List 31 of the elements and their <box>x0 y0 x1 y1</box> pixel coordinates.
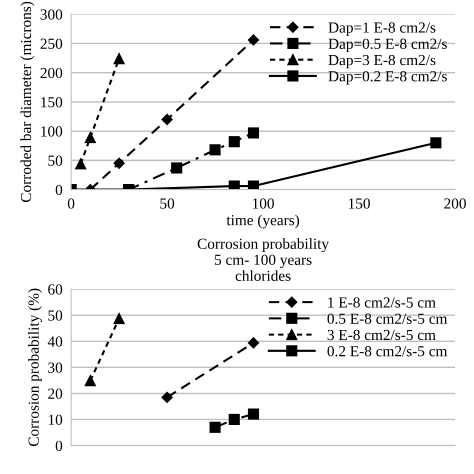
y-tick-label: 20 <box>48 388 62 399</box>
chart-title: Corrosion probability 5 cm- 100 years chlorides <box>198 238 329 281</box>
y-tick-label: 250 <box>40 38 62 49</box>
y-tick-label: 100 <box>41 126 62 137</box>
y-tick-label: 0 <box>56 184 62 196</box>
y-tick-label: 50 <box>48 310 62 321</box>
x-axis-title: time (years) <box>226 214 300 228</box>
x-tick-label: 100 <box>252 198 274 209</box>
x-tick-label: 150 <box>348 198 370 209</box>
legend-label: 0.2 E-8 cm2/s-5 cm <box>327 346 448 356</box>
legend-label: 1 E-8 cm2/s-5 cm <box>328 297 436 308</box>
y-tick-label: 200 <box>40 68 62 78</box>
y-tick-label: 50 <box>48 156 62 166</box>
x-tick-label: 200 <box>444 198 466 209</box>
y-tick-label: 10 <box>48 414 62 425</box>
y-tick-label: 60 <box>48 284 62 295</box>
y-tick-label: 40 <box>48 336 62 347</box>
y-axis-title: Corroded bar diameter (microns) <box>20 2 34 202</box>
legend-label: 3 E-8 cm2/s-5 cm <box>328 330 436 340</box>
legend-label: 0.5 E-8 cm2/s-5 cm <box>327 314 448 324</box>
legend-label: Dap=1 E-8 cm2/s <box>328 22 436 36</box>
x-tick-label: 0 <box>68 198 74 209</box>
legend-label: Dap=0.5 E-8 cm2/s <box>328 38 447 52</box>
y-axis-title: Corrosion probability (%) <box>28 288 42 446</box>
legend-label: Dap=0.2 E-8 cm2/s <box>328 71 447 85</box>
legend-label: Dap=3 E-8 cm2/s <box>328 54 436 68</box>
y-tick-label: 0 <box>56 440 62 452</box>
y-tick-label: 30 <box>48 362 62 373</box>
y-tick-label: 150 <box>41 97 62 108</box>
x-tick-label: 50 <box>160 198 174 209</box>
y-tick-label: 300 <box>40 9 62 20</box>
